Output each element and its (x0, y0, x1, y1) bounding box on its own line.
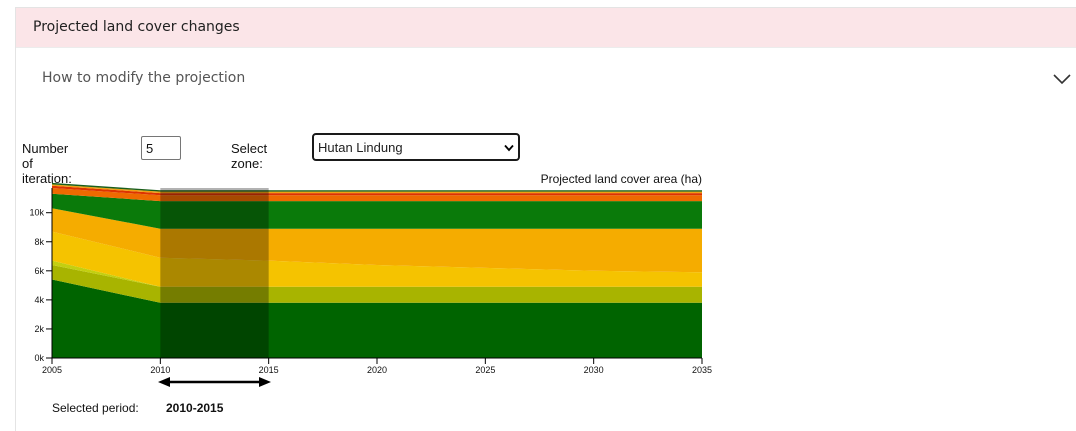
x-tick-label: 2030 (584, 365, 604, 375)
y-axis: 0k 2k 4k 6k 8k 10k (29, 188, 53, 363)
selected-period-value: 2010-2015 (166, 401, 224, 415)
area-layers (52, 182, 702, 358)
y-tick-label: 8k (34, 237, 44, 247)
x-tick-label: 2005 (42, 365, 62, 375)
area-series-7 (52, 185, 702, 196)
chevron-down-icon[interactable] (1052, 72, 1072, 86)
x-tick-label: 2015 (259, 365, 279, 375)
selected-period-overlay[interactable] (160, 188, 269, 358)
x-tick-label: 2035 (692, 365, 712, 375)
x-tick-label: 2020 (367, 365, 387, 375)
modify-projection-accordion[interactable]: How to modify the projection (16, 48, 1076, 110)
chart-title: Projected land cover area (ha) (541, 172, 702, 186)
iteration-input[interactable] (141, 136, 181, 160)
selected-period-label: Selected period: (52, 401, 139, 415)
iteration-label: Number of iteration: (22, 141, 72, 186)
area-series-8 (52, 184, 702, 194)
x-tick-label: 2010 (150, 365, 170, 375)
land-cover-panel: Projected land cover changes How to modi… (15, 7, 1076, 431)
area-series-0 (52, 279, 702, 358)
area-series-9 (52, 182, 702, 192)
area-series-6 (52, 188, 702, 202)
period-range-arrow[interactable] (158, 377, 271, 387)
y-tick-label: 6k (34, 266, 44, 276)
zone-select[interactable]: Hutan Lindung (312, 133, 520, 161)
y-tick-label: 0k (34, 353, 44, 363)
x-axis: 2005 2010 2015 2020 2025 2030 2035 (42, 357, 712, 375)
y-tick-label: 2k (34, 324, 44, 334)
panel-header: Projected land cover changes (16, 8, 1076, 48)
y-tick-label: 10k (29, 208, 44, 218)
area-series-5 (52, 193, 702, 229)
area-series-3 (52, 231, 702, 287)
x-tick-label: 2025 (475, 365, 495, 375)
zone-select-value: Hutan Lindung (318, 140, 403, 155)
chevron-down-icon (504, 144, 514, 152)
area-series-4 (52, 208, 702, 273)
y-tick-label: 4k (34, 295, 44, 305)
accordion-label: How to modify the projection (42, 70, 246, 86)
zone-label: Select zone: (231, 141, 268, 171)
area-series-1 (52, 265, 702, 303)
panel-title: Projected land cover changes (33, 19, 240, 35)
